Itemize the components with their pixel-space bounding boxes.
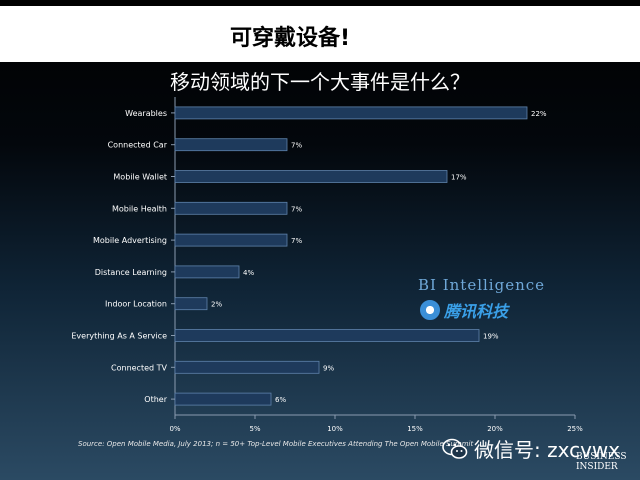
x-tick-label: 10% xyxy=(327,425,343,433)
bar xyxy=(174,297,208,311)
data-label: 6% xyxy=(275,396,286,404)
tencent-watermark: 腾讯科技 xyxy=(420,298,508,322)
category-label: Connected Car xyxy=(108,141,168,150)
logo-line-1: BUSINESS xyxy=(576,452,627,462)
logo-line-2: INSIDER xyxy=(576,462,618,472)
x-tick-label: 15% xyxy=(407,425,423,433)
x-tick-label: 0% xyxy=(169,425,180,433)
category-label: Mobile Wallet xyxy=(113,173,167,182)
bar xyxy=(174,201,288,215)
chart-title: 移动领域的下一个大事件是什么？ xyxy=(170,70,470,94)
data-label: 19% xyxy=(483,333,499,341)
x-tick-label: 20% xyxy=(487,425,503,433)
tencent-label: 腾讯科技 xyxy=(444,302,509,321)
category-label: Other xyxy=(144,395,167,404)
category-label: Wearables xyxy=(125,109,167,118)
category-label: Mobile Health xyxy=(112,204,167,213)
category-label: Connected TV xyxy=(111,363,168,372)
category-label: Mobile Advertising xyxy=(93,236,167,245)
data-label: 17% xyxy=(451,174,467,182)
bar xyxy=(174,392,272,406)
x-tick-label: 5% xyxy=(249,425,260,433)
x-tick-label: 25% xyxy=(567,425,583,433)
wechat-icon xyxy=(442,438,468,459)
headline-banner: 可穿戴设备! xyxy=(0,6,640,62)
business-insider-logo: BUSINESS INSIDER xyxy=(576,452,627,472)
tencent-logo-icon xyxy=(420,300,440,320)
bar xyxy=(174,329,480,342)
category-label: Indoor Location xyxy=(105,300,167,309)
data-label: 7% xyxy=(291,205,302,213)
bar xyxy=(174,233,288,247)
source-footnote: Source: Open Mobile Media, July 2013; n … xyxy=(78,440,474,448)
data-label: 4% xyxy=(243,269,254,277)
bi-intelligence-watermark: BI Intelligence xyxy=(418,276,546,294)
bar xyxy=(174,106,528,120)
data-label: 7% xyxy=(291,237,302,245)
wechat-label: 微信号: zxcvwx xyxy=(474,438,621,462)
bar xyxy=(174,360,320,374)
bar xyxy=(174,265,240,279)
data-label: 9% xyxy=(323,364,334,372)
category-label: Everything As A Service xyxy=(71,332,167,341)
wechat-id: 微信号: zxcvwx xyxy=(442,434,620,463)
category-label: Distance Learning xyxy=(95,268,167,277)
data-label: 2% xyxy=(211,301,222,309)
bar xyxy=(174,138,288,152)
data-label: 22% xyxy=(531,110,547,118)
bar xyxy=(174,170,448,183)
data-label: 7% xyxy=(291,142,302,150)
headline-text: 可穿戴设备! xyxy=(229,26,351,51)
